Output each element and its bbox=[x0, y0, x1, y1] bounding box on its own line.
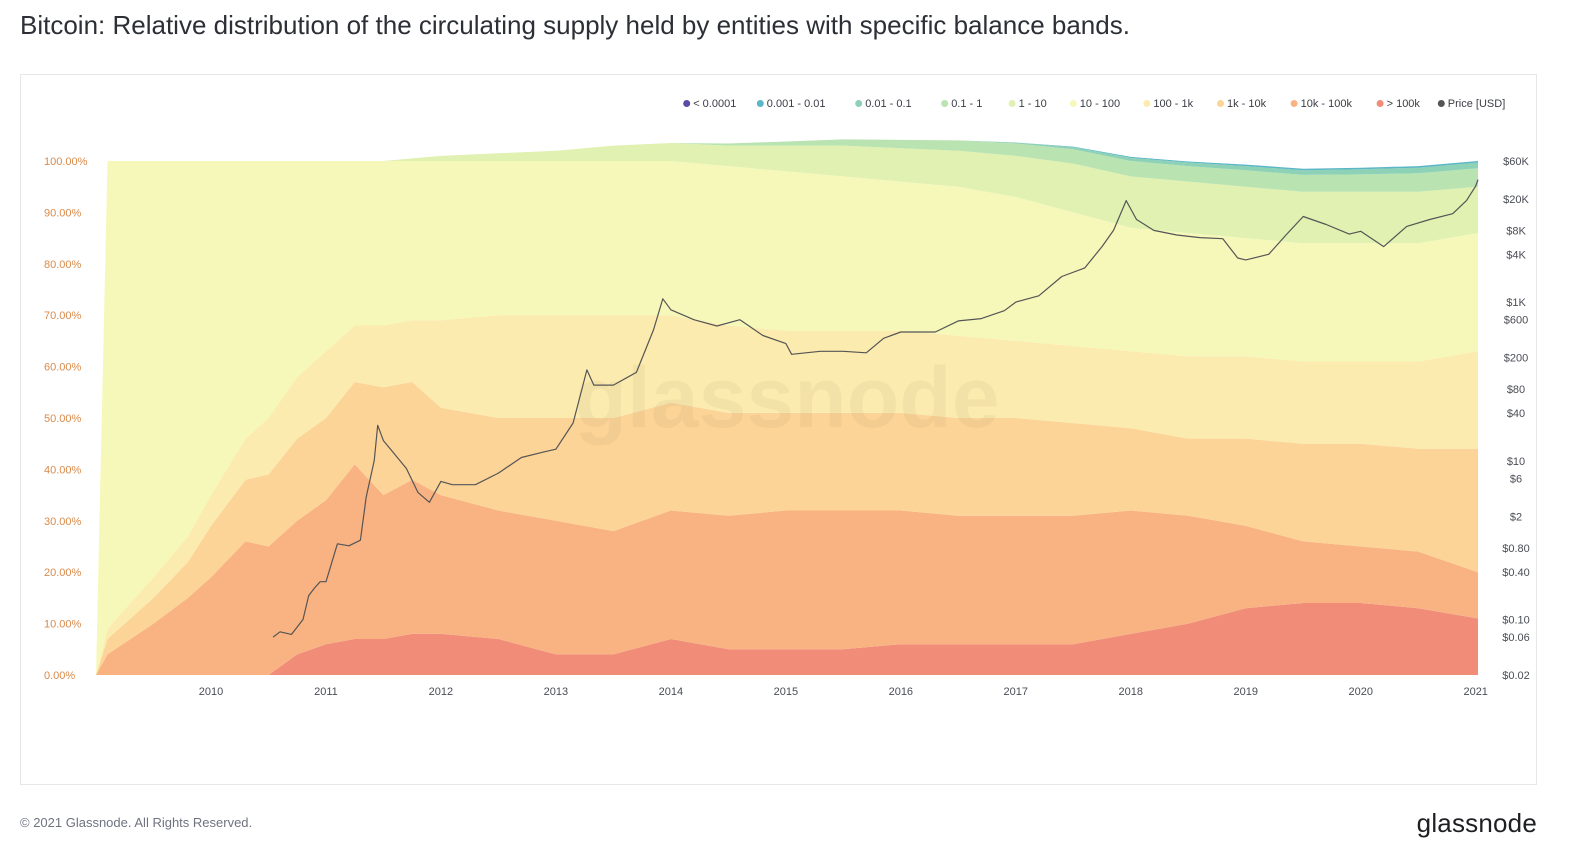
y-right-tick-label: $8K bbox=[1506, 225, 1526, 237]
legend-marker[interactable] bbox=[1069, 100, 1077, 107]
legend-item[interactable]: 1k - 10k bbox=[1227, 98, 1267, 110]
legend-marker[interactable] bbox=[1217, 100, 1224, 107]
y-right-tick-label: $0.10 bbox=[1502, 615, 1530, 627]
y-left-tick-label: 80.00% bbox=[44, 259, 82, 271]
chart-svg: glassnode 0.00% 10.00% 20.00% 30.00% 40.00% 50… bbox=[44, 98, 1530, 698]
chart-panel: glassnode 0.00% 10.00% 20.00% 30.00% 40.00% 50… bbox=[20, 74, 1537, 785]
y-left-tick-label: 100.00% bbox=[44, 156, 88, 168]
copyright-text: © 2021 Glassnode. All Rights Reserved. bbox=[20, 815, 253, 830]
legend-item[interactable]: 0.001 - 0.01 bbox=[767, 98, 826, 110]
legend-marker[interactable] bbox=[756, 100, 764, 107]
x-tick-label: 2020 bbox=[1348, 686, 1372, 698]
y-left-tick-label: 40.00% bbox=[44, 464, 82, 476]
legend-marker[interactable] bbox=[1143, 100, 1151, 107]
area-series-5 bbox=[96, 143, 1478, 675]
area-series-4 bbox=[96, 161, 1478, 675]
y-left-tick-label: 10.00% bbox=[44, 619, 82, 631]
y-right-tick-label: $4K bbox=[1506, 249, 1526, 261]
x-tick-label: 2019 bbox=[1234, 686, 1258, 698]
watermark-text: glassnode bbox=[574, 350, 999, 446]
x-tick-label: 2017 bbox=[1004, 686, 1028, 698]
legend-item[interactable]: 1 - 10 bbox=[1019, 98, 1047, 110]
y-right-tick-label: $80 bbox=[1507, 384, 1525, 396]
y-left-tick-label: 70.00% bbox=[44, 310, 82, 322]
y-right-tick-label: $60K bbox=[1503, 156, 1529, 168]
y-left-tick-label: 30.00% bbox=[44, 516, 82, 528]
legend-item[interactable]: 0.01 - 0.1 bbox=[865, 98, 911, 110]
legend-item[interactable]: < 0.0001 bbox=[693, 98, 736, 110]
x-tick-label: 2014 bbox=[659, 686, 683, 698]
legend-marker[interactable] bbox=[1008, 100, 1016, 107]
y-left-tick-label: 0.00% bbox=[44, 670, 75, 682]
brand-logo[interactable]: glassnode bbox=[1416, 808, 1537, 838]
area-series-0 bbox=[96, 603, 1478, 675]
y-right-tick-label: $1K bbox=[1506, 297, 1526, 309]
y-left-tick-label: 20.00% bbox=[44, 567, 82, 579]
y-right-tick-label: $0.40 bbox=[1502, 567, 1530, 579]
y-right-tick-label: $600 bbox=[1504, 315, 1528, 327]
y-left-tick-label: 60.00% bbox=[44, 362, 82, 374]
legend-item[interactable]: Price [USD] bbox=[1448, 98, 1505, 110]
y-right-tick-label: $40 bbox=[1507, 408, 1525, 420]
y-right-tick-label: $200 bbox=[1504, 353, 1528, 365]
y-right-tick-label: $10 bbox=[1507, 456, 1525, 468]
y-right-tick-label: $2 bbox=[1510, 511, 1522, 523]
x-tick-label: 2021 bbox=[1463, 686, 1487, 698]
legend-marker[interactable] bbox=[1290, 100, 1298, 107]
legend-marker[interactable] bbox=[683, 100, 691, 107]
x-tick-label: 2015 bbox=[774, 686, 798, 698]
y-right-tick-label: $20K bbox=[1503, 194, 1529, 206]
legend-item[interactable]: 100 - 1k bbox=[1153, 98, 1193, 110]
chart-title: Bitcoin: Relative distribution of the ci… bbox=[20, 10, 1130, 40]
y-right-tick-label: $0.06 bbox=[1502, 632, 1530, 644]
x-tick-label: 2012 bbox=[429, 686, 453, 698]
price-line bbox=[272, 179, 1479, 638]
legend-item[interactable]: > 100k bbox=[1387, 98, 1421, 110]
x-tick-label: 2018 bbox=[1119, 686, 1143, 698]
x-tick-label: 2010 bbox=[199, 686, 223, 698]
y-right-tick-label: $0.80 bbox=[1502, 543, 1530, 555]
area-series-2 bbox=[96, 382, 1478, 675]
y-left-tick-label: 50.00% bbox=[44, 413, 82, 425]
legend-item[interactable]: 0.1 - 1 bbox=[951, 98, 982, 110]
y-right-tick-label: $0.02 bbox=[1502, 670, 1530, 682]
y-left-tick-label: 90.00% bbox=[44, 207, 82, 219]
x-tick-label: 2013 bbox=[544, 686, 568, 698]
y-right-tick-label: $6 bbox=[1510, 473, 1522, 485]
x-tick-label: 2011 bbox=[314, 686, 338, 698]
legend-marker[interactable] bbox=[941, 100, 949, 107]
legend-marker[interactable] bbox=[1376, 100, 1384, 107]
area-series-1 bbox=[96, 464, 1478, 675]
area-series-3 bbox=[96, 315, 1478, 675]
legend-item[interactable]: 10 - 100 bbox=[1080, 98, 1120, 110]
x-tick-label: 2016 bbox=[889, 686, 913, 698]
legend-marker[interactable] bbox=[1437, 100, 1445, 107]
legend-item[interactable]: 10k - 100k bbox=[1301, 98, 1353, 110]
legend-marker[interactable] bbox=[855, 100, 863, 107]
